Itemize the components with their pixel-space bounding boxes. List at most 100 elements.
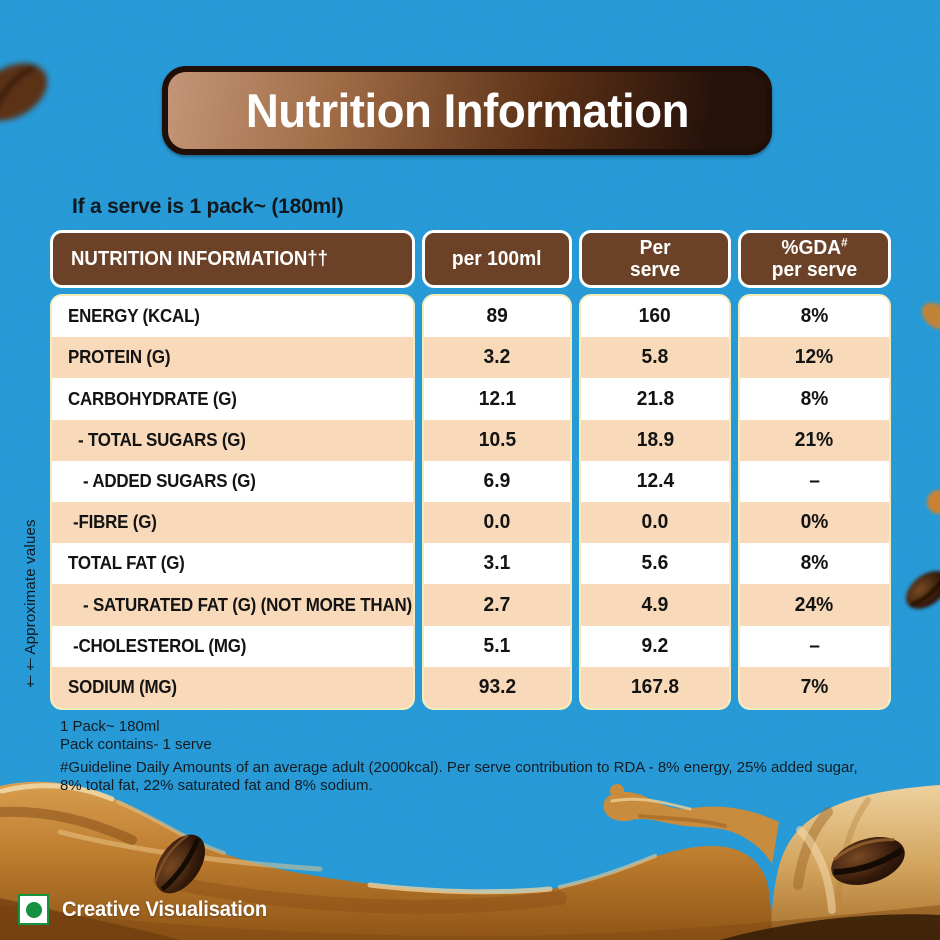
cell-text: 8% — [800, 387, 829, 410]
table-cell: 167.8 — [581, 666, 729, 708]
cell-text: TOTAL FAT (G) — [68, 553, 185, 574]
creative-visualisation-label: Creative Visualisation — [62, 897, 267, 921]
table-cell: 18.9 — [581, 419, 729, 461]
splash-droplet — [603, 784, 779, 864]
cell-text: - SATURATED FAT (G) (NOT MORE THAN) — [83, 594, 412, 615]
veg-dot-icon — [25, 901, 42, 918]
table-cell: 2.7 — [424, 584, 570, 626]
cell-text: - ADDED SUGARS (G) — [83, 470, 256, 491]
cell-text: – — [809, 634, 820, 657]
cell-text: 12.4 — [636, 469, 674, 492]
cell-text: 167.8 — [630, 675, 680, 698]
header-text: %GDA — [781, 236, 842, 259]
cell-text: 12% — [795, 346, 834, 369]
table-cell: - TOTAL SUGARS (G) — [52, 419, 413, 461]
cell-text: SODIUM (MG) — [68, 676, 177, 697]
coffee-bean-icon — [154, 834, 206, 894]
title-text: Nutrition Information — [245, 84, 689, 137]
table-cell: 0.0 — [424, 502, 570, 544]
coffee-bean-icon — [831, 837, 905, 885]
cell-text: -FIBRE (G) — [73, 512, 157, 533]
cell-text: 6.9 — [483, 469, 511, 492]
table-cell: 8% — [740, 543, 889, 585]
cell-text: 4.9 — [641, 593, 669, 616]
header-per-serve: Per serve — [579, 230, 731, 288]
cell-text: 12.1 — [478, 387, 516, 410]
table-cell: 0% — [740, 502, 889, 544]
cell-text: 7% — [800, 675, 829, 698]
table-cell: 21.8 — [581, 378, 729, 420]
cell-text: 21.8 — [636, 387, 674, 410]
cell-text: 0% — [800, 511, 829, 534]
nutrition-table: NUTRITION INFORMATION†† per 100ml Per se… — [50, 230, 891, 710]
table-column-gda-per-serve: 8% 12% 8% 21% – 0% 8% 24% – 7% — [738, 294, 891, 710]
table-cell: 12% — [740, 337, 889, 379]
table-cell: 8% — [740, 296, 889, 338]
cell-text: 8% — [800, 552, 829, 575]
table-column-per-100ml: 89 3.2 12.1 10.5 6.9 0.0 3.1 2.7 5.1 93.2 — [422, 294, 572, 710]
cell-text: 89 — [486, 305, 508, 328]
cell-text: 3.2 — [483, 346, 511, 369]
cell-text: 0.0 — [641, 511, 669, 534]
cell-text: 3.1 — [483, 552, 511, 575]
table-cell: 5.8 — [581, 337, 729, 379]
cell-text: 9.2 — [641, 634, 669, 657]
cell-text: 0.0 — [483, 511, 511, 534]
table-cell: – — [740, 625, 889, 667]
cell-text: 5.8 — [641, 346, 669, 369]
table-cell: - ADDED SUGARS (G) — [52, 460, 413, 503]
table-cell: 5.1 — [424, 625, 570, 667]
table-cell: 89 — [424, 296, 570, 338]
veg-mark-icon — [18, 894, 49, 925]
table-cell: 10.5 — [424, 419, 570, 461]
cell-text: 21% — [795, 428, 834, 451]
cell-text: 8% — [800, 305, 829, 328]
header-text: %GDA# — [781, 234, 848, 259]
header-text: per 100ml — [452, 247, 542, 270]
table-cell: 5.6 — [581, 543, 729, 585]
coffee-bean-icon — [0, 63, 48, 121]
cell-text: - TOTAL SUGARS (G) — [78, 429, 246, 450]
cell-text: PROTEIN (G) — [68, 347, 171, 368]
splash-wave — [0, 781, 772, 940]
table-cell: 3.1 — [424, 543, 570, 585]
table-cell: SODIUM (MG) — [52, 666, 413, 708]
table-body: ENERGY (KCAL) PROTEIN (G) CARBOHYDRATE (G)… — [50, 294, 891, 710]
table-cell: 24% — [740, 584, 889, 626]
table-cell: -CHOLESTEROL (MG) — [52, 625, 413, 667]
table-cell: 21% — [740, 419, 889, 461]
table-cell: 4.9 — [581, 584, 729, 626]
header-text: NUTRITION INFORMATION†† — [71, 247, 328, 270]
table-cell: 12.1 — [424, 378, 570, 420]
footnote-line: 1 Pack~ 180ml — [60, 718, 160, 735]
table-cell: – — [740, 460, 889, 503]
coffee-bean-icon — [905, 302, 940, 609]
cell-text: CARBOHYDRATE (G) — [68, 388, 237, 409]
table-cell: 9.2 — [581, 625, 729, 667]
cell-text: 93.2 — [478, 675, 516, 698]
table-cell: -FIBRE (G) — [52, 502, 413, 544]
header-nutrition-information: NUTRITION INFORMATION†† — [50, 230, 415, 288]
table-column-per-serve: 160 5.8 21.8 18.9 12.4 0.0 5.6 4.9 9.2 167.8 — [579, 294, 731, 710]
table-cell: 12.4 — [581, 460, 729, 503]
cell-text: 10.5 — [478, 428, 516, 451]
header-superscript: # — [841, 234, 848, 249]
approximate-values-note: ††Approximate values — [22, 519, 39, 689]
cell-text: 24% — [795, 593, 834, 616]
header-text: Per — [639, 236, 671, 259]
table-cell: 0.0 — [581, 502, 729, 544]
serve-size-note: If a serve is 1 pack~ (180ml) — [72, 195, 344, 218]
header-gda-per-serve: %GDA# per serve — [738, 230, 891, 288]
table-cell: 160 — [581, 296, 729, 338]
table-cell: ENERGY (KCAL) — [52, 296, 413, 338]
table-cell: CARBOHYDRATE (G) — [52, 378, 413, 420]
header-text: per serve — [771, 259, 858, 281]
table-cell: 93.2 — [424, 666, 570, 708]
table-header-row: NUTRITION INFORMATION†† per 100ml Per se… — [50, 230, 891, 288]
cell-text: 160 — [638, 305, 672, 328]
footnote-line: Pack contains- 1 serve — [60, 736, 212, 753]
cell-text: 5.1 — [483, 634, 511, 657]
cell-text: 5.6 — [641, 552, 669, 575]
table-cell: 8% — [740, 378, 889, 420]
header-per-100ml: per 100ml — [422, 230, 572, 288]
